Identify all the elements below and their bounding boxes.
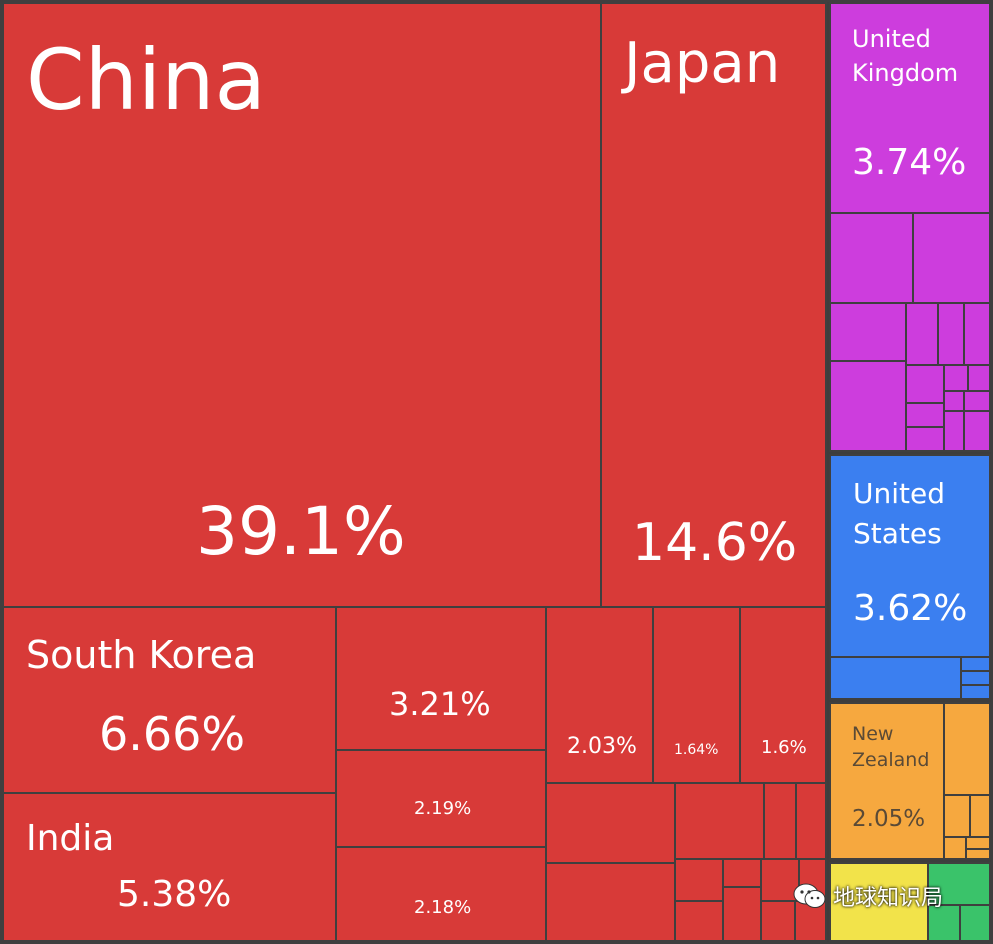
cell-south-korea: South Korea 6.66% (2, 606, 337, 794)
label-us-value: 3.62% (853, 588, 968, 629)
cell-china: China 39.1% (2, 2, 602, 608)
cell-oceania-small (965, 848, 991, 860)
cell-north-america-small (829, 656, 962, 700)
cell-united-states: United States 3.62% (829, 454, 991, 658)
label-1-64-value: 1.64% (674, 742, 719, 758)
label-2-18-value: 2.18% (414, 897, 472, 918)
cell-europe-small (937, 302, 965, 366)
cell-asia-small (722, 858, 762, 888)
cell-europe-small (905, 402, 945, 428)
cell-north-america-small (960, 684, 991, 700)
cell-asia-small (795, 782, 827, 860)
cell-asia-small (722, 886, 762, 942)
cell-europe-small (943, 364, 969, 392)
cell-asia-small (545, 862, 676, 942)
label-japan-name: Japan (624, 31, 781, 96)
cell-asia-small (760, 900, 796, 942)
cell-yellow-region (829, 862, 929, 942)
cell-europe-small (943, 410, 965, 452)
cell-india: India 5.38% (2, 792, 337, 942)
label-india-value: 5.38% (117, 874, 232, 915)
cell-europe-small (943, 390, 965, 412)
label-2-19-value: 2.19% (414, 798, 472, 819)
label-south-korea-name: South Korea (26, 633, 257, 677)
cell-europe-small (963, 302, 991, 366)
wechat-icon (793, 883, 827, 909)
label-china-value: 39.1% (196, 493, 406, 570)
label-us-name-line1: United (853, 477, 945, 510)
cell-europe-small (829, 360, 907, 452)
cell-oceania-small (943, 836, 967, 860)
cell-oceania-small (943, 794, 971, 838)
cell-asia-small (674, 900, 724, 942)
cell-1-64: 1.64% (652, 606, 741, 784)
cell-1-6: 1.6% (739, 606, 827, 784)
cell-united-kingdom: United Kingdom 3.74% (829, 2, 991, 214)
cell-asia-small (545, 782, 676, 864)
cell-3-21: 3.21% (335, 606, 547, 751)
cell-green-small (959, 904, 991, 942)
cell-asia-small (674, 858, 724, 902)
cell-europe-small (829, 302, 907, 362)
watermark: 地球知识局 (793, 880, 943, 912)
cell-new-zealand: New Zealand 2.05% (829, 702, 945, 860)
watermark-text: 地球知识局 (833, 886, 944, 911)
label-nz-value: 2.05% (852, 806, 926, 832)
cell-oceania-small (943, 702, 991, 796)
cell-asia-small (763, 782, 797, 860)
cell-europe-small (905, 364, 945, 404)
label-2-03-value: 2.03% (567, 734, 637, 759)
cell-2-03: 2.03% (545, 606, 654, 784)
cell-europe-small (963, 410, 991, 452)
cell-europe-small (967, 364, 991, 392)
cell-asia-small (760, 858, 800, 902)
label-nz-name-line1: New (852, 723, 894, 745)
cell-europe-small (905, 302, 939, 366)
label-us-name-line2: States (853, 517, 942, 550)
label-china-name: China (26, 31, 266, 129)
label-uk-name-line2: Kingdom (852, 59, 959, 87)
label-japan-value: 14.6% (632, 513, 798, 573)
label-south-korea-value: 6.66% (99, 707, 246, 761)
cell-2-19: 2.19% (335, 749, 547, 848)
cell-oceania-small (969, 794, 991, 838)
cell-europe-small (829, 212, 914, 304)
cell-europe-small (912, 212, 991, 304)
cell-japan: Japan 14.6% (600, 2, 827, 608)
label-nz-name-line2: Zealand (852, 749, 930, 771)
cell-green-small (927, 904, 961, 942)
cell-2-18: 2.18% (335, 846, 547, 942)
label-3-21-value: 3.21% (389, 685, 491, 723)
label-1-6-value: 1.6% (761, 737, 807, 758)
cell-europe-small (963, 390, 991, 412)
label-uk-name-line1: United (852, 25, 931, 53)
cell-europe-small (905, 426, 945, 452)
label-india-name: India (26, 818, 115, 859)
cell-asia-small (674, 782, 765, 860)
label-uk-value: 3.74% (852, 142, 967, 183)
